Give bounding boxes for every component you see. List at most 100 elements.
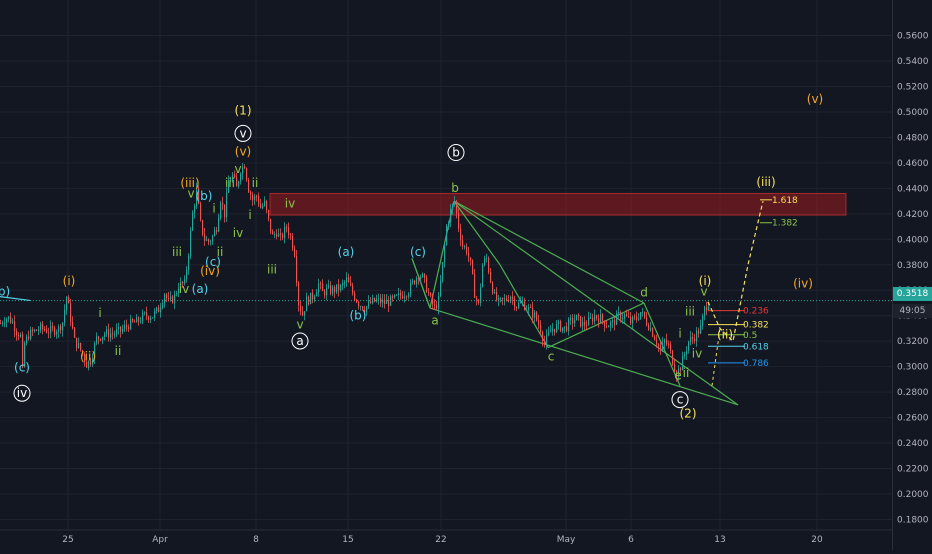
candle-body bbox=[64, 309, 66, 323]
candle-body bbox=[612, 320, 614, 322]
candle-body bbox=[90, 360, 92, 365]
candle-body bbox=[214, 230, 216, 237]
candle-body bbox=[476, 297, 478, 300]
candle-body bbox=[652, 328, 654, 337]
candle-body bbox=[384, 299, 386, 305]
candle-body bbox=[136, 317, 138, 323]
candle-body bbox=[470, 257, 472, 261]
wave-circle bbox=[291, 332, 309, 350]
candle-body bbox=[662, 342, 664, 351]
candlesticks bbox=[0, 163, 710, 382]
candle-body bbox=[344, 281, 346, 284]
x-axis: 25 Apr 8 15 22 May 6 13 20 bbox=[0, 529, 892, 545]
candle-body bbox=[530, 306, 532, 308]
candle-body bbox=[34, 329, 36, 332]
candle-body bbox=[164, 294, 166, 304]
candle-body bbox=[296, 256, 298, 283]
candle-body bbox=[378, 298, 380, 300]
candle-body bbox=[682, 355, 684, 371]
candle-body bbox=[158, 307, 160, 313]
candle-body bbox=[694, 338, 696, 342]
candle-body bbox=[56, 331, 58, 335]
candle-body bbox=[306, 296, 308, 312]
wave-label: (1) bbox=[235, 104, 252, 118]
candle-body bbox=[322, 283, 324, 292]
wave-label: i bbox=[248, 208, 251, 222]
fib-label: 0.5 bbox=[743, 331, 757, 341]
candle-body bbox=[434, 304, 436, 306]
candle-body bbox=[624, 314, 626, 319]
candle-body bbox=[142, 313, 144, 322]
candle-body bbox=[572, 317, 574, 324]
candle-body bbox=[446, 225, 448, 245]
candle-body bbox=[526, 309, 528, 311]
candle-body bbox=[188, 255, 190, 270]
candle-body bbox=[212, 236, 214, 242]
candle-body bbox=[48, 332, 50, 334]
candle-body bbox=[508, 300, 510, 302]
candle-body bbox=[468, 252, 470, 258]
candle-body bbox=[40, 323, 42, 331]
candle-body bbox=[182, 281, 184, 284]
candle-body bbox=[300, 305, 302, 312]
candle-body bbox=[216, 230, 218, 232]
candle-body bbox=[8, 316, 10, 320]
candle-body bbox=[180, 281, 182, 289]
candle-body bbox=[54, 327, 56, 335]
wave-label: b bbox=[451, 181, 459, 195]
candle-body bbox=[292, 235, 294, 249]
candle-body bbox=[400, 293, 402, 296]
candle-body bbox=[626, 314, 628, 317]
candle-body bbox=[424, 273, 426, 278]
candle-body bbox=[46, 329, 48, 333]
trend-line bbox=[429, 307, 739, 406]
resistance-zone bbox=[269, 192, 847, 216]
candle-body bbox=[86, 361, 88, 368]
wave-label: ii bbox=[217, 245, 224, 259]
candle-body bbox=[644, 311, 646, 318]
candle-body bbox=[324, 291, 326, 296]
candle-body bbox=[426, 277, 428, 293]
candle-body bbox=[666, 339, 668, 345]
candle-body bbox=[120, 326, 122, 332]
candle-body bbox=[596, 315, 598, 318]
wave-label: (i) bbox=[699, 274, 712, 288]
candle-body bbox=[382, 299, 384, 304]
candle-body bbox=[466, 246, 468, 253]
candle-body bbox=[130, 318, 132, 330]
candle-body bbox=[168, 297, 170, 300]
candle-body bbox=[506, 298, 508, 301]
candle-body bbox=[208, 239, 210, 243]
candle-body bbox=[678, 368, 680, 377]
candle-body bbox=[366, 306, 368, 313]
candle-body bbox=[700, 325, 702, 334]
candle-body bbox=[638, 318, 640, 320]
candle-body bbox=[274, 234, 276, 236]
candle-body bbox=[278, 233, 280, 237]
candle-body bbox=[456, 201, 458, 214]
candle-body bbox=[610, 321, 612, 327]
candle-body bbox=[704, 306, 706, 316]
price-axis[interactable]: 0.5600 0.5400 0.5200 0.5000 0.4800 0.4600 0.44… bbox=[892, 0, 932, 550]
candle-body bbox=[702, 315, 704, 326]
candle-body bbox=[374, 297, 376, 302]
candle-body bbox=[408, 294, 410, 297]
candle-body bbox=[74, 328, 76, 338]
wave-label: (c) bbox=[14, 361, 30, 375]
candle-body bbox=[504, 298, 506, 300]
candle-body bbox=[484, 258, 486, 265]
candle-body bbox=[190, 230, 192, 256]
candle-body bbox=[294, 248, 296, 257]
candle-body bbox=[68, 296, 70, 304]
candle-body bbox=[380, 298, 382, 304]
candle-body bbox=[152, 317, 154, 319]
wave-label: (ii) bbox=[80, 349, 96, 363]
date-tick-label: 15 bbox=[342, 535, 353, 545]
candle-body bbox=[578, 314, 580, 316]
candle-body bbox=[170, 296, 172, 300]
candle-body bbox=[552, 328, 554, 332]
candle-body bbox=[472, 260, 474, 274]
candle-body bbox=[4, 322, 6, 324]
candle-body bbox=[162, 303, 164, 308]
